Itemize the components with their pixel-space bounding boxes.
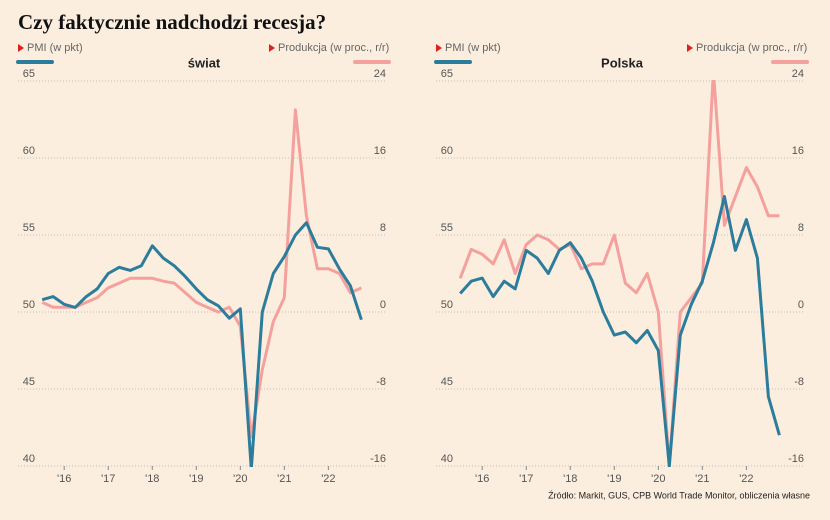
y2-tick-label: -16 — [370, 453, 386, 465]
y-tick-label: 65 — [23, 68, 35, 80]
x-tick-label: '16 — [57, 473, 71, 485]
y-tick-label: 60 — [441, 145, 453, 157]
x-tick-label: '17 — [519, 473, 533, 485]
y2-tick-label: -16 — [788, 453, 804, 465]
y2-tick-label: 8 — [798, 222, 804, 234]
legend-marker — [269, 44, 275, 52]
y-tick-label: 40 — [441, 453, 453, 465]
page-title: Czy faktycznie nadchodzi recesja? — [18, 10, 326, 34]
series-line — [41, 221, 363, 467]
legend-label: Produkcja (w proc., r/r) — [278, 42, 389, 54]
y2-tick-label: 24 — [374, 68, 386, 80]
y-tick-label: 55 — [441, 222, 453, 234]
legend-label: PMI (w pkt) — [27, 42, 83, 54]
x-tick-label: '20 — [233, 473, 247, 485]
x-tick-label: '19 — [607, 473, 621, 485]
y2-tick-label: 8 — [380, 222, 386, 234]
y-tick-label: 45 — [23, 376, 35, 388]
y-tick-label: 45 — [441, 376, 453, 388]
y2-tick-label: -8 — [376, 376, 386, 388]
y-tick-label: 65 — [441, 68, 453, 80]
y-tick-label: 55 — [23, 222, 35, 234]
legend-label: Produkcja (w proc., r/r) — [696, 42, 807, 54]
y2-tick-label: -8 — [794, 376, 804, 388]
series-line — [459, 195, 781, 467]
x-tick-label: '20 — [651, 473, 665, 485]
panel-title: Polska — [601, 55, 644, 70]
legend-marker — [687, 44, 693, 52]
x-tick-label: '19 — [189, 473, 203, 485]
y-tick-label: 50 — [23, 299, 35, 311]
y2-tick-label: 0 — [798, 299, 804, 311]
x-tick-label: '22 — [739, 473, 753, 485]
x-tick-label: '21 — [695, 473, 709, 485]
y2-tick-label: 16 — [374, 145, 386, 157]
y2-tick-label: 16 — [792, 145, 804, 157]
y2-tick-label: 24 — [792, 68, 804, 80]
series-line — [458, 80, 780, 467]
x-tick-label: '18 — [563, 473, 577, 485]
x-tick-label: '21 — [277, 473, 291, 485]
y-tick-label: 50 — [441, 299, 453, 311]
x-tick-label: '16 — [475, 473, 489, 485]
legend-marker — [18, 44, 24, 52]
panel-title: świat — [188, 55, 221, 70]
x-tick-label: '17 — [101, 473, 115, 485]
legend-marker — [436, 44, 442, 52]
legend-label: PMI (w pkt) — [445, 42, 501, 54]
y-tick-label: 40 — [23, 453, 35, 465]
x-tick-label: '22 — [321, 473, 335, 485]
x-tick-label: '18 — [145, 473, 159, 485]
source: Źródło: Markit, GUS, CPB World Trade Mon… — [548, 490, 810, 500]
y2-tick-label: 0 — [380, 299, 386, 311]
y-tick-label: 60 — [23, 145, 35, 157]
